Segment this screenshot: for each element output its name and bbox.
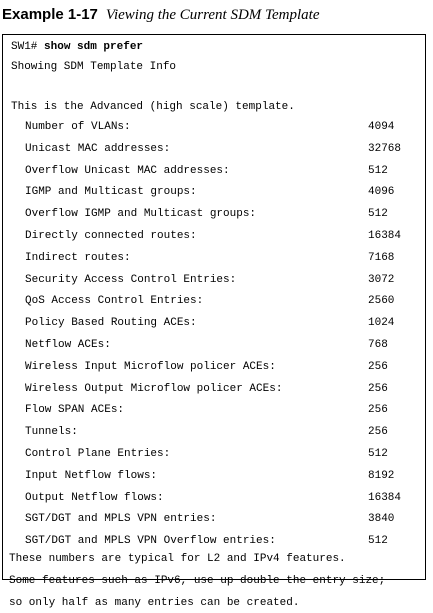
resource-label: IGMP and Multicast groups:: [25, 186, 197, 199]
resource-value: 16384: [368, 491, 402, 504]
resource-row: Overflow Unicast MAC addresses: 512: [11, 161, 419, 181]
resource-value: 4096: [368, 186, 395, 199]
resource-row: SGT/DGT and MPLS VPN Overflow entries: 51…: [11, 531, 419, 551]
resource-value: 512: [368, 164, 388, 177]
resource-row: Output Netflow flows: 16384: [11, 488, 419, 508]
resource-label: SGT/DGT and MPLS VPN Overflow entries:: [25, 535, 276, 548]
example-title: Viewing the Current SDM Template: [105, 7, 320, 23]
resource-row: Indirect routes: 7168: [11, 248, 419, 268]
resource-row: Security Access Control Entries: 3072: [11, 270, 419, 290]
resource-row: Control Plane Entries: 512: [11, 444, 419, 464]
resource-row: Directly connected routes: 16384: [11, 226, 419, 246]
example-number: Example 1-17: [2, 6, 98, 23]
resource-row: Wireless Output Microflow policer ACEs: 2…: [11, 379, 419, 399]
resource-label: SGT/DGT and MPLS VPN entries:: [25, 513, 217, 526]
resource-label: Unicast MAC addresses:: [25, 142, 171, 155]
resource-value: 4094: [368, 121, 395, 133]
resource-value: 512: [368, 535, 388, 548]
resource-value: 3072: [368, 273, 395, 286]
output-header: Showing SDM Template Info: [11, 61, 177, 73]
resource-row: IGMP and Multicast groups: 4096: [11, 182, 419, 202]
footer-line: so only half as many entries can be crea…: [9, 597, 300, 609]
resource-value: 256: [368, 404, 388, 417]
resource-row: Policy Based Routing ACEs: 1024: [11, 313, 419, 333]
resource-value: 1024: [368, 317, 395, 330]
resource-value: 256: [368, 360, 388, 373]
resource-value: 512: [368, 448, 388, 460]
resource-label: Output Netflow flows:: [25, 491, 164, 504]
resource-row: SGT/DGT and MPLS VPN entries: 3840: [11, 509, 419, 529]
resource-label: Wireless Input Microflow policer ACEs:: [25, 360, 276, 373]
resource-row: Number of VLANs: 4094: [11, 117, 419, 137]
resource-value: 32768: [368, 142, 402, 155]
resource-value: 768: [368, 339, 388, 351]
resource-label: Number of VLANs:: [25, 121, 131, 133]
resource-row: Wireless Input Microflow policer ACEs: 25…: [11, 357, 419, 377]
resource-value: 512: [368, 208, 388, 221]
resource-row: Input Netflow flows: 8192: [11, 466, 419, 486]
cli-command: show sdm prefer: [44, 41, 144, 53]
resource-label: Netflow ACEs:: [25, 339, 111, 351]
cli-prompt: SW1#: [11, 41, 38, 53]
resource-value: 16384: [368, 230, 402, 242]
resource-row: QoS Access Control Entries: 2560: [11, 291, 419, 311]
resource-label: Flow SPAN ACEs:: [25, 404, 125, 417]
resource-value: 256: [368, 382, 388, 395]
resource-label: Wireless Output Microflow policer ACEs:: [25, 382, 283, 395]
resource-row: Netflow ACEs: 768: [11, 335, 419, 355]
footer-line: Some features such as IPv6, use up doubl…: [9, 575, 386, 587]
command-line: SW1# show sdm prefer: [11, 37, 143, 57]
resource-row: Overflow IGMP and Multicast groups: 512: [11, 204, 419, 224]
resource-label: Policy Based Routing ACEs:: [25, 317, 197, 330]
template-description: This is the Advanced (high scale) templa…: [11, 101, 295, 113]
resource-value: 8192: [368, 469, 395, 482]
resource-value: 2560: [368, 295, 395, 308]
resource-row: Tunnels: 256: [11, 422, 419, 442]
resource-label: Control Plane Entries:: [25, 448, 171, 460]
resource-label: Overflow Unicast MAC addresses:: [25, 164, 230, 177]
resource-label: Directly connected routes:: [25, 230, 197, 242]
resource-label: Input Netflow flows:: [25, 469, 158, 482]
resource-value: 256: [368, 426, 388, 439]
footer-line: These numbers are typical for L2 and IPv…: [9, 553, 346, 565]
resource-value: 3840: [368, 513, 395, 526]
resource-label: QoS Access Control Entries:: [25, 295, 204, 308]
resource-label: Indirect routes:: [25, 251, 131, 264]
resource-row: Flow SPAN ACEs: 256: [11, 400, 419, 420]
resource-label: Security Access Control Entries:: [25, 273, 237, 286]
resource-label: Overflow IGMP and Multicast groups:: [25, 208, 257, 221]
resource-row: Unicast MAC addresses: 32768: [11, 139, 419, 159]
resource-label: Tunnels:: [25, 426, 78, 439]
example-caption: Example 1-17 Viewing the Current SDM Temp…: [2, 4, 320, 26]
resource-value: 7168: [368, 251, 395, 264]
cli-output-box: SW1# show sdm prefer Showing SDM Templat…: [2, 34, 426, 609]
